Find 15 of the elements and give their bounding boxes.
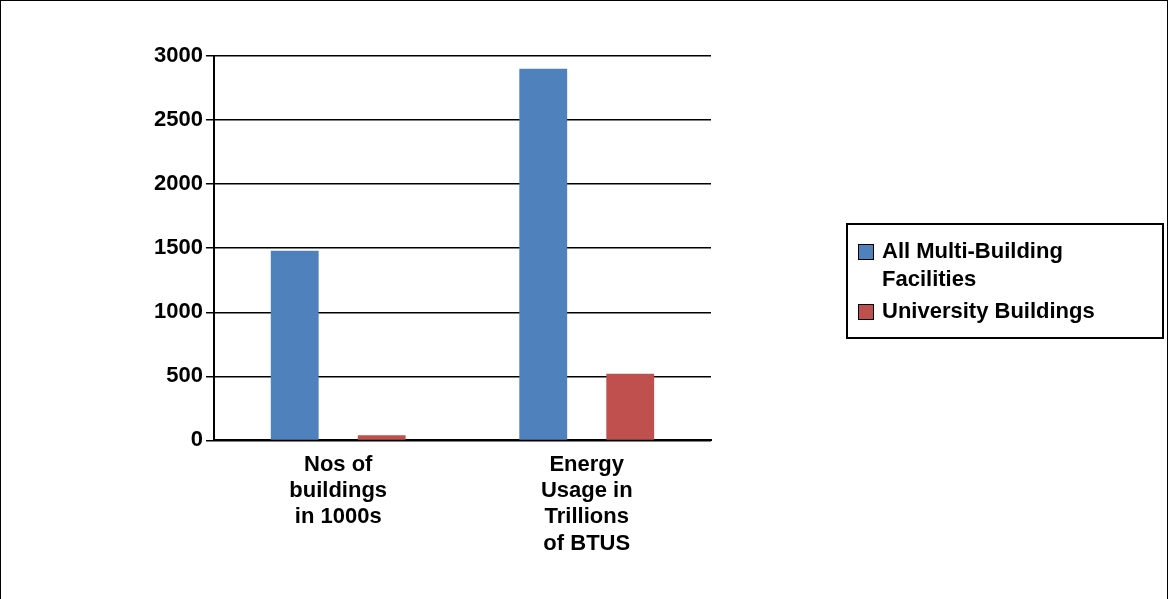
legend-label: All Multi-Building Facilities xyxy=(882,237,1064,293)
x-tick-label: Nos of buildings in 1000s xyxy=(289,450,388,529)
x-tick-label: Energy Usage in Trillions of BTUS xyxy=(540,450,633,555)
y-tick-label: 0 xyxy=(190,426,203,452)
y-tick-label: 1500 xyxy=(153,234,203,260)
bar xyxy=(270,250,319,440)
bar xyxy=(357,435,406,440)
y-tick-label: 3000 xyxy=(153,42,203,68)
y-tick-label: 2000 xyxy=(153,170,203,196)
legend-label: University Buildings xyxy=(882,297,1095,325)
y-tick-label: 500 xyxy=(166,362,203,388)
y-tick-label: 1000 xyxy=(153,298,203,324)
bar xyxy=(519,68,568,440)
y-tick-label: 2500 xyxy=(153,106,203,132)
bar xyxy=(606,373,655,440)
